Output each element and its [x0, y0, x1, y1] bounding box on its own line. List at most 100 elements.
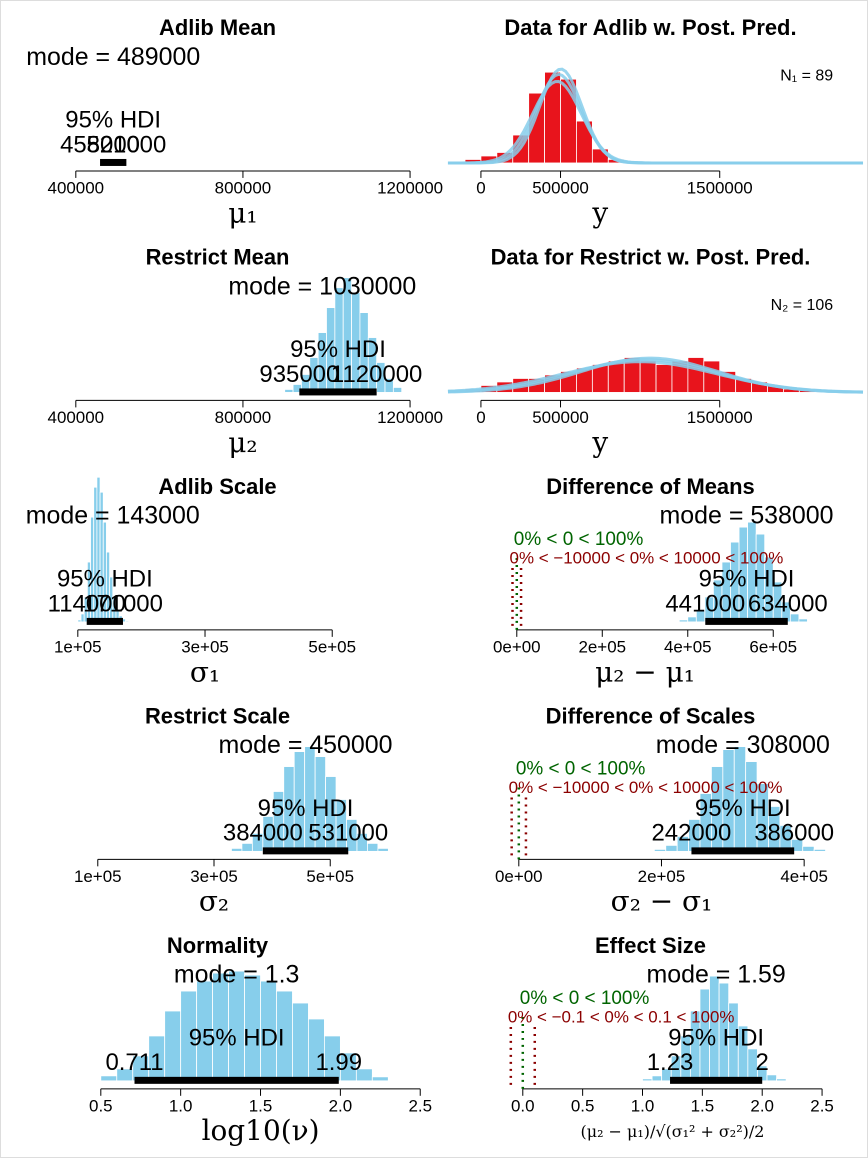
x-tick-label: 0	[476, 408, 485, 427]
x-tick-label: 2.0	[329, 1096, 353, 1115]
mode-label: mode = 143000	[26, 502, 200, 530]
histogram-bar	[77, 619, 82, 623]
x-tick-label: 4e+05	[780, 867, 828, 886]
rope-label: 0% < −10000 < 0% < 10000 < 100%	[510, 549, 784, 568]
x-axis-label: y	[591, 426, 608, 459]
posterior-curve	[447, 80, 864, 165]
mode-label: mode = 538000	[660, 502, 834, 530]
histogram-bar	[639, 360, 657, 393]
n-label: N₁ = 89	[780, 67, 833, 84]
hdi-bar	[691, 847, 795, 855]
histogram-bar	[651, 1075, 663, 1082]
x-tick-label: 1.0	[169, 1096, 193, 1115]
hdi-value: 1120000	[331, 361, 422, 388]
x-tick-label: 5e+05	[306, 867, 354, 886]
hdi-value: 386000	[754, 820, 834, 847]
panel-title: Restrict Scale	[145, 703, 290, 728]
histogram-bar	[355, 1068, 373, 1082]
x-tick-label: 0.0	[511, 1096, 535, 1115]
histogram-bar	[100, 1075, 118, 1082]
hdi-bar	[670, 1076, 763, 1084]
histogram-bar	[776, 1078, 787, 1082]
mode-label: mode = 1.59	[646, 961, 785, 989]
x-tick-label: 1200000	[377, 408, 443, 427]
panel-title: Data for Adlib w. Post. Pred.	[504, 15, 796, 40]
mode-label: mode = 1030000	[228, 272, 416, 300]
posterior-curve	[447, 67, 864, 165]
hdi-value: 531000	[308, 820, 388, 847]
x-tick-label: 3e+05	[190, 867, 238, 886]
histogram-bar	[607, 360, 625, 393]
hdi-value: 384000	[223, 820, 303, 847]
x-tick-label: 1e+05	[54, 637, 102, 656]
x-tick-label: 2.0	[750, 1096, 774, 1115]
histogram-bar	[653, 848, 667, 852]
x-axis-label: y	[591, 196, 608, 229]
x-tick-label: 400000	[48, 178, 105, 197]
x-tick-label: 1500000	[687, 178, 753, 197]
histogram-bar	[384, 378, 394, 393]
x-tick-label: 2e+05	[578, 637, 626, 656]
x-tick-label: 800000	[215, 178, 272, 197]
x-tick-label: 5e+05	[308, 637, 356, 656]
hdi-bar	[86, 617, 123, 625]
x-axis-label: log10(ν)	[202, 1114, 320, 1147]
x-axis-label: σ₂	[199, 885, 229, 918]
hdi-bar	[705, 617, 788, 625]
panel-title: Restrict Mean	[146, 245, 290, 270]
x-tick-label: 500000	[532, 408, 589, 427]
histogram-bar	[798, 618, 808, 623]
hdi-bar	[134, 1076, 339, 1084]
histogram-bar	[766, 1074, 777, 1082]
hdi-label: 95% HDI	[699, 565, 795, 592]
panel-title: Difference of Means	[546, 474, 754, 499]
hdi-bar	[299, 388, 377, 396]
x-tick-label: 4e+05	[664, 637, 712, 656]
hdi-value: 242000	[651, 820, 731, 847]
histogram-bar	[371, 1076, 389, 1082]
hdi-value: 634000	[748, 590, 828, 617]
x-tick-label: 0e+00	[495, 867, 543, 886]
hdi-label: 95% HDI	[57, 565, 153, 592]
x-tick-label: 3e+05	[181, 637, 229, 656]
x-axis-label: μ₂ − μ₁	[595, 655, 695, 688]
hdi-value: 114000	[48, 590, 126, 617]
hdi-label: 95% HDI	[258, 795, 354, 822]
hdi-value: 0.711	[105, 1049, 163, 1076]
mode-label: mode = 308000	[656, 731, 830, 759]
mode-label: mode = 450000	[219, 731, 393, 759]
hdi-value: 1.23	[647, 1049, 694, 1076]
x-tick-label: 1e+05	[74, 867, 122, 886]
x-tick-label: 1.5	[249, 1096, 273, 1115]
histogram-bar	[703, 360, 721, 393]
histogram-bar	[642, 1078, 653, 1082]
x-tick-label: 2e+05	[638, 867, 686, 886]
x-tick-label: 500000	[532, 178, 589, 197]
histogram-bar	[292, 1002, 309, 1082]
histogram-bar	[367, 842, 379, 852]
panel-title: Adlib Scale	[158, 474, 276, 499]
comp-label: 0% < 0 < 100%	[520, 988, 650, 1009]
hdi-value: 935000	[259, 361, 339, 388]
comp-label: 0% < 0 < 100%	[514, 529, 644, 550]
histogram-bar	[678, 619, 689, 623]
x-tick-label: 400000	[48, 408, 105, 427]
x-tick-label: 0.5	[571, 1096, 595, 1115]
hdi-value: 2	[756, 1049, 769, 1076]
histogram-bar	[789, 613, 800, 623]
hdi-value: 521000	[86, 131, 166, 158]
x-tick-label: 1.5	[691, 1096, 715, 1115]
x-axis-label: μ₁	[228, 196, 257, 229]
panel-title: Effect Size	[595, 933, 706, 958]
hdi-value: 441000	[665, 590, 745, 617]
hdi-value: 171000	[83, 590, 163, 617]
hdi-value: 458000	[60, 131, 140, 158]
hdi-value: 1.99	[315, 1049, 362, 1076]
hdi-label: 95% HDI	[290, 336, 386, 363]
comp-label: 0% < 0 < 100%	[516, 759, 646, 780]
x-tick-label: 1.0	[631, 1096, 655, 1115]
histogram-bar	[377, 847, 389, 852]
hdi-bar	[262, 847, 349, 855]
x-axis-label: σ₁	[190, 655, 220, 688]
